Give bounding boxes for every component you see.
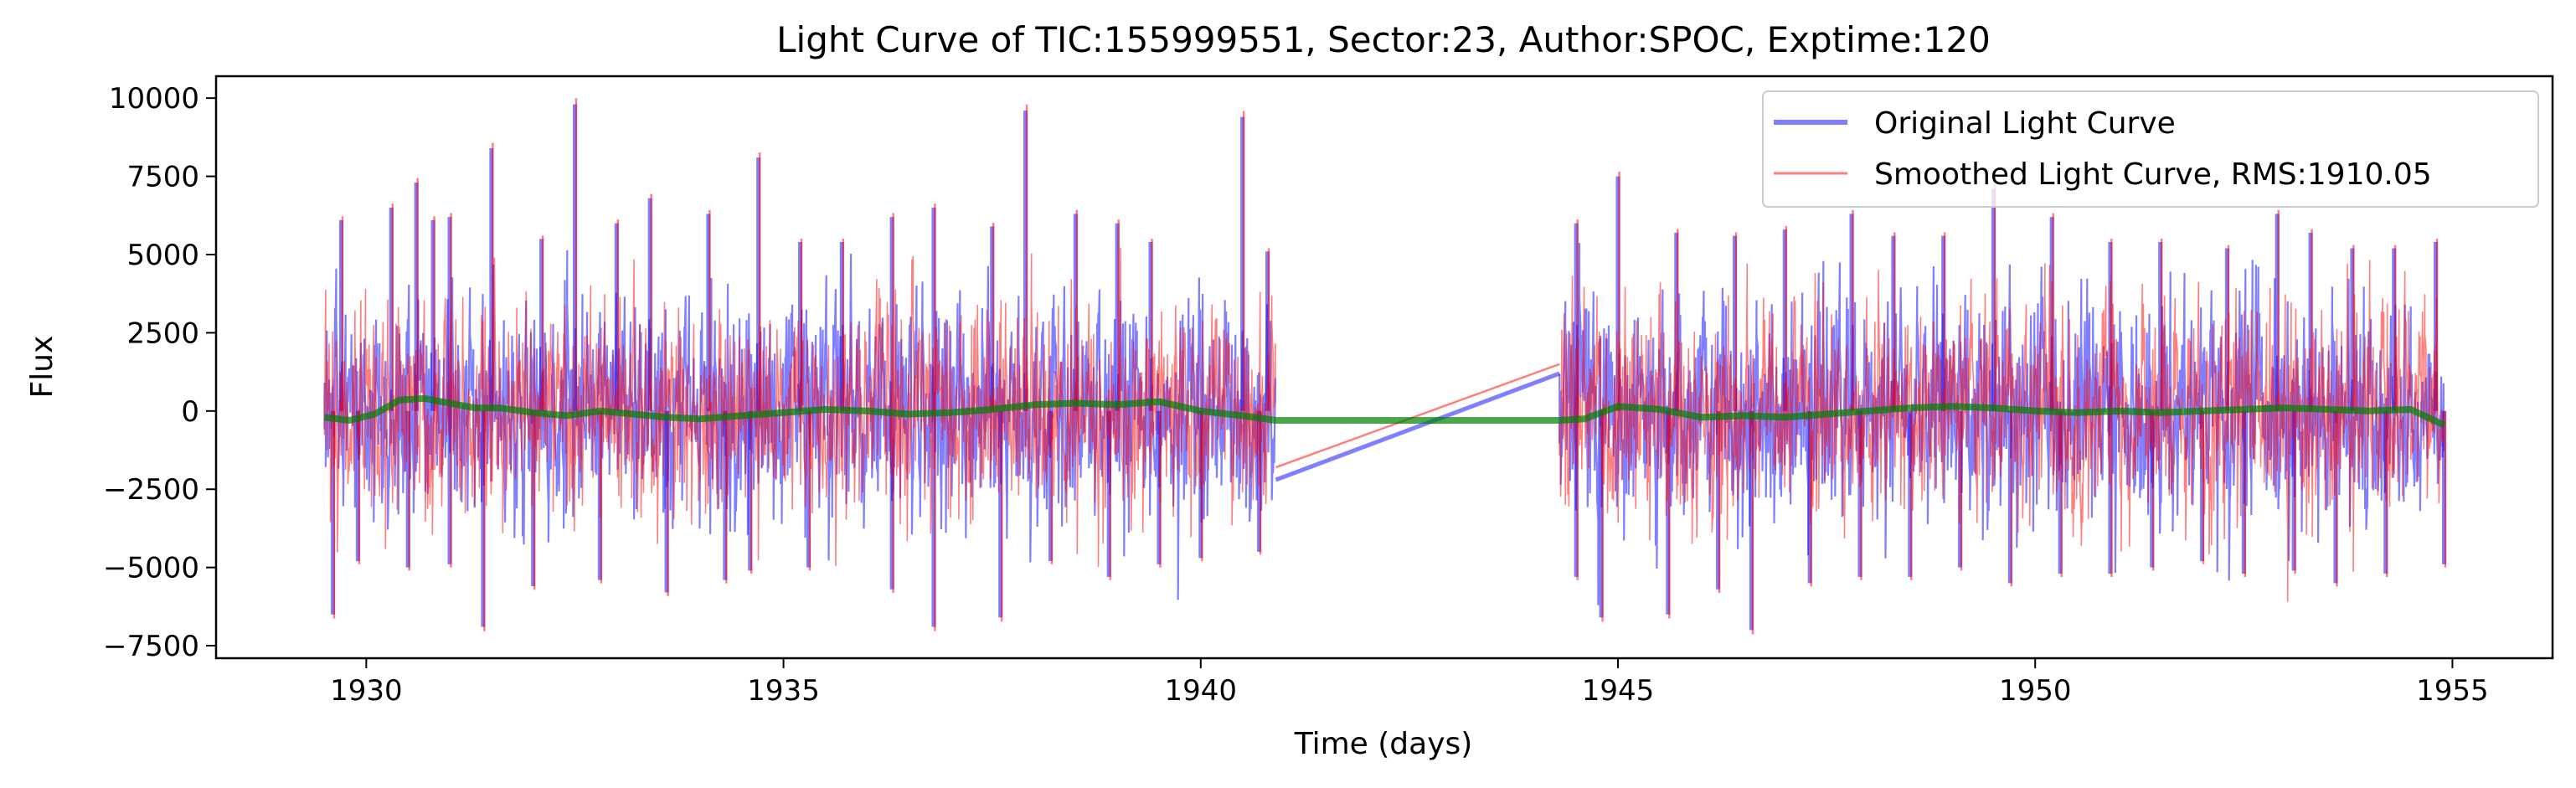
x-tick-label: 1940 (1165, 674, 1238, 708)
y-tick-label: −7500 (103, 630, 199, 663)
y-tick-label: 10000 (109, 82, 199, 116)
legend-box (1762, 90, 2539, 208)
gap-connector-line (1275, 371, 1561, 482)
series-trend-line (324, 394, 2446, 429)
y-tick-label: 0 (181, 395, 199, 429)
legend-label-smoothed: Smoothed Light Curve, RMS:1910.05 (1874, 157, 2432, 192)
x-tick-label: 1950 (1999, 674, 2072, 708)
y-tick-label: −5000 (103, 552, 199, 585)
x-tick-label: 1945 (1582, 674, 1655, 708)
series-segment (323, 247, 1276, 568)
series-smoothed-line (323, 98, 2447, 635)
x-axis-label: Time (days) (1294, 727, 1473, 761)
series-segment (1558, 260, 2445, 602)
plot-frame (214, 75, 2554, 660)
gap-connector-line (1275, 363, 1560, 469)
x-axis: 1930 1935 1940 1945 1950 1955 (330, 658, 2489, 708)
y-axis-label: Flux (25, 336, 59, 399)
y-tick-label: −2500 (103, 473, 199, 507)
y-tick-label: 7500 (126, 161, 199, 194)
x-tick-label: 1935 (747, 674, 820, 708)
x-tick-label: 1955 (2416, 674, 2489, 708)
y-tick-label: 2500 (126, 317, 199, 350)
legend: Original Light Curve Smoothed Light Curv… (1762, 90, 2539, 208)
x-tick-label: 1930 (330, 674, 403, 708)
chart-title: Light Curve of TIC:155999551, Sector:23,… (776, 19, 1991, 60)
y-axis: −7500 −5000 −2500 0 2500 5000 7500 10000 (103, 82, 216, 663)
legend-label-original: Original Light Curve (1874, 106, 2176, 141)
y-tick-label: 5000 (126, 239, 199, 272)
plot-area (323, 98, 2447, 635)
